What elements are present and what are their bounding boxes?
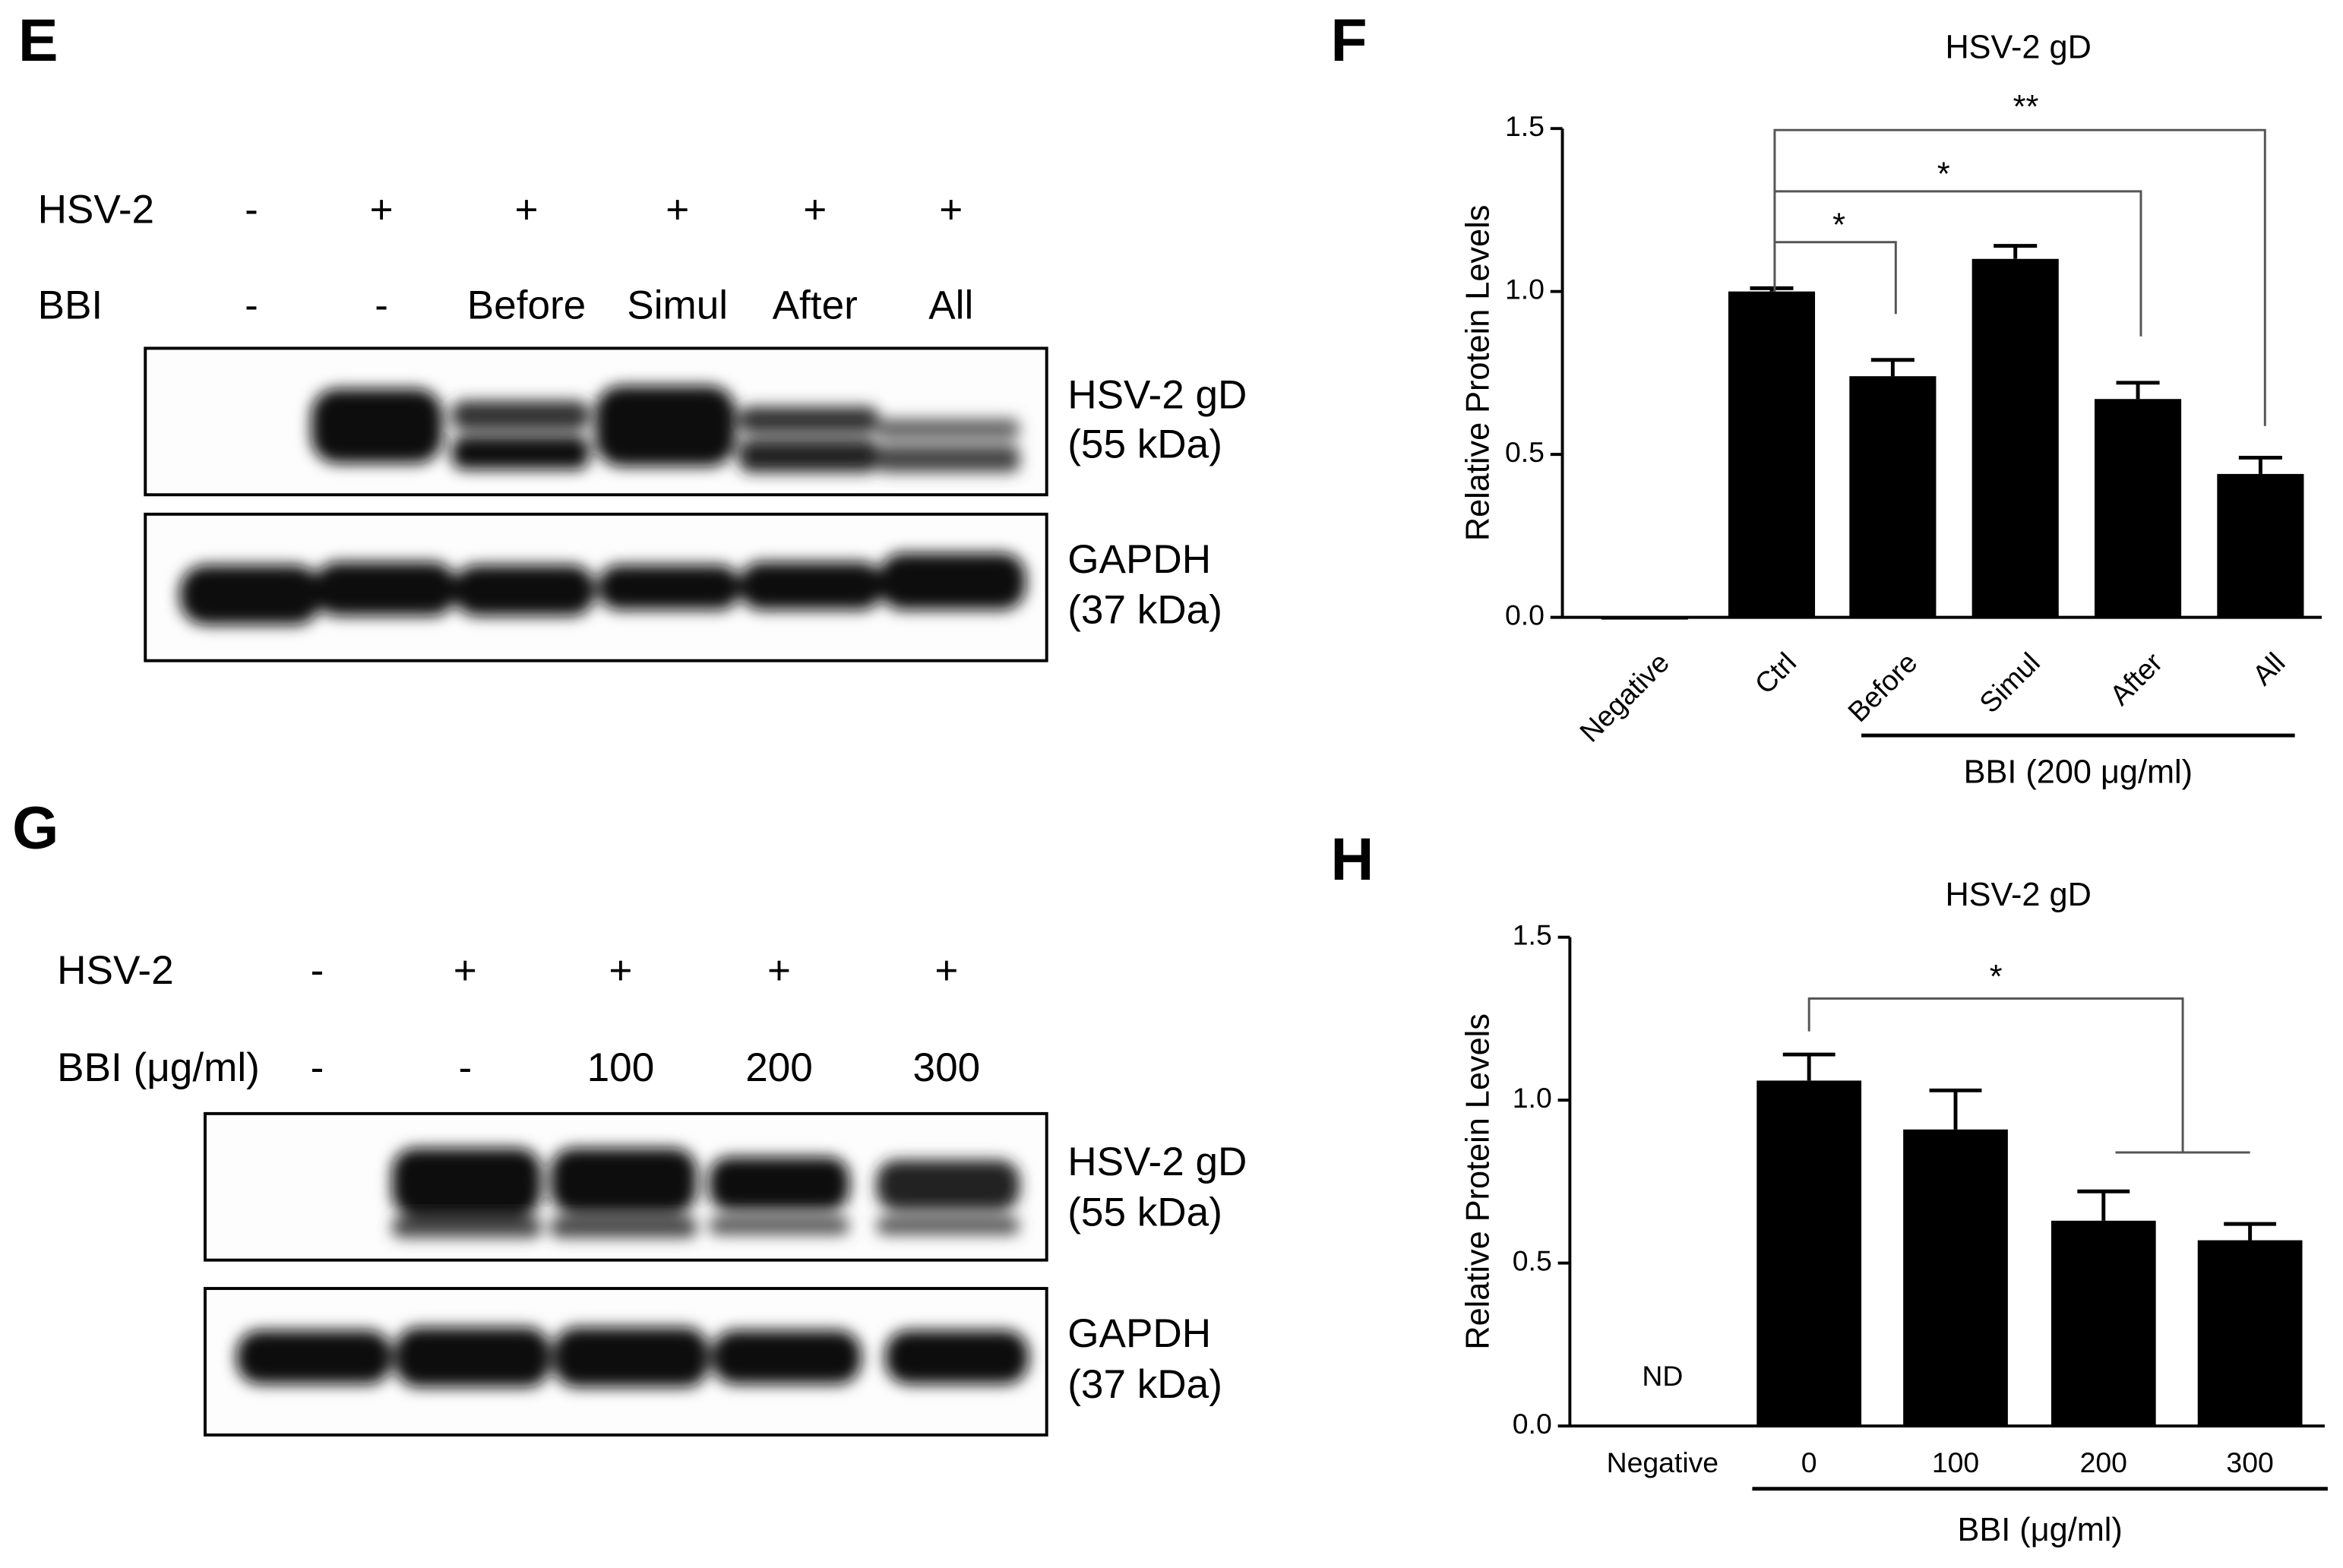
band-name: HSV-2 gD — [1067, 1140, 1247, 1184]
bar — [1728, 291, 1816, 618]
error-bar — [2224, 1222, 2277, 1241]
y-tick-label: 1.5 — [1505, 110, 1545, 142]
y-tick-label: 0.5 — [1505, 436, 1545, 468]
row-label: HSV-2 — [57, 948, 174, 993]
band-size: (55 kDa) — [1067, 1190, 1222, 1235]
value-label: ND — [1642, 1360, 1683, 1392]
bar — [2217, 473, 2304, 618]
lane-label: After — [773, 283, 858, 327]
lane-label: + — [454, 948, 477, 993]
x-tick-label: 0 — [1801, 1446, 1817, 1478]
panel-letter: E — [18, 7, 58, 74]
lane-label: - — [375, 283, 388, 327]
panel-letter: F — [1331, 7, 1368, 74]
lane-label: + — [767, 948, 791, 993]
group-label: BBI (200 μg/ml) — [1964, 754, 2193, 791]
significance-label: * — [1832, 207, 1845, 244]
significance-bracket — [1773, 190, 2142, 337]
panel-letter: H — [1331, 826, 1374, 893]
bar — [1756, 1080, 1862, 1427]
blot-bands — [179, 553, 1026, 625]
x-tick-label: Ctrl — [1748, 646, 1802, 700]
lane-label: - — [311, 948, 324, 993]
lane-label: All — [928, 283, 973, 327]
significance-label: ** — [2013, 89, 2039, 125]
bar — [2051, 1220, 2156, 1427]
band-name: GAPDH — [1067, 537, 1211, 582]
y-tick-label: 1.0 — [1513, 1082, 1552, 1114]
x-tick-label: Negative — [1573, 646, 1675, 748]
lane-label: - — [245, 187, 258, 232]
band-name: GAPDH — [1067, 1311, 1211, 1356]
bar — [2094, 399, 2182, 618]
error-bar — [1994, 244, 2038, 259]
lane-label: - — [245, 283, 258, 327]
chart-title: HSV-2 gD — [1945, 877, 2091, 913]
x-tick-label: 200 — [2080, 1446, 2127, 1478]
bar — [1601, 617, 1688, 620]
band-size: (37 kDa) — [1067, 588, 1222, 633]
row-label: HSV-2 — [38, 187, 155, 232]
x-tick-label: Before — [1842, 646, 1924, 729]
y-tick-label: 0.0 — [1513, 1408, 1552, 1440]
x-tick-label: All — [2246, 646, 2291, 691]
significance-bracket — [1773, 241, 1897, 315]
blot-bands — [311, 385, 1020, 473]
error-bar — [2238, 455, 2282, 474]
significance-label: * — [1937, 156, 1950, 193]
lane-label: - — [458, 1045, 472, 1090]
blot-bands — [236, 1327, 1029, 1387]
bar — [1971, 258, 2059, 618]
bar — [2197, 1240, 2303, 1427]
x-tick-label: 300 — [2226, 1446, 2273, 1478]
lane-label: 300 — [913, 1045, 981, 1090]
error-bar — [1929, 1088, 1982, 1130]
x-tick-label: Simul — [1973, 646, 2046, 719]
lane-label: + — [370, 187, 394, 232]
band-size: (37 kDa) — [1067, 1362, 1222, 1407]
lane-label: + — [803, 187, 827, 232]
panel-letter: G — [12, 795, 58, 861]
lane-label: - — [311, 1045, 324, 1090]
y-axis-label: Relative Protein Levels — [1460, 1013, 1497, 1350]
error-bar — [1870, 358, 1915, 377]
x-tick-label: Negative — [1607, 1446, 1719, 1478]
lane-label: + — [609, 948, 632, 993]
group-label: BBI (μg/ml) — [1958, 1512, 2123, 1548]
y-tick-label: 0.5 — [1513, 1244, 1552, 1276]
significance-bracket — [1807, 997, 2184, 1153]
lane-label: + — [934, 948, 958, 993]
band-size: (55 kDa) — [1067, 422, 1222, 466]
lane-label: Before — [467, 283, 586, 327]
x-tick-label: 100 — [1932, 1446, 1979, 1478]
y-tick-label: 1.5 — [1513, 919, 1552, 951]
y-tick-label: 0.0 — [1505, 599, 1545, 631]
lane-label: + — [939, 187, 963, 232]
row-label: BBI — [38, 283, 103, 327]
error-bar — [1782, 1052, 1836, 1081]
significance-label: * — [1990, 959, 2003, 995]
chart-title: HSV-2 gD — [1945, 29, 2091, 65]
error-bar — [1750, 286, 1794, 292]
lane-label: + — [514, 187, 538, 232]
row-label: BBI (μg/ml) — [57, 1045, 260, 1090]
y-tick-label: 1.0 — [1505, 273, 1545, 305]
lane-label: + — [666, 187, 689, 232]
lane-label: Simul — [627, 283, 728, 327]
error-bar — [2077, 1189, 2130, 1221]
y-axis-label: Relative Protein Levels — [1460, 205, 1497, 542]
blot-bands — [391, 1148, 1020, 1238]
lane-label: 100 — [587, 1045, 655, 1090]
error-bar — [2116, 381, 2160, 400]
lane-label: 200 — [745, 1045, 813, 1090]
significance-bracket — [1773, 128, 2266, 426]
x-tick-label: After — [2104, 646, 2169, 712]
bar — [1849, 376, 1937, 618]
band-name: HSV-2 gD — [1067, 372, 1247, 417]
bar — [1903, 1129, 2008, 1427]
